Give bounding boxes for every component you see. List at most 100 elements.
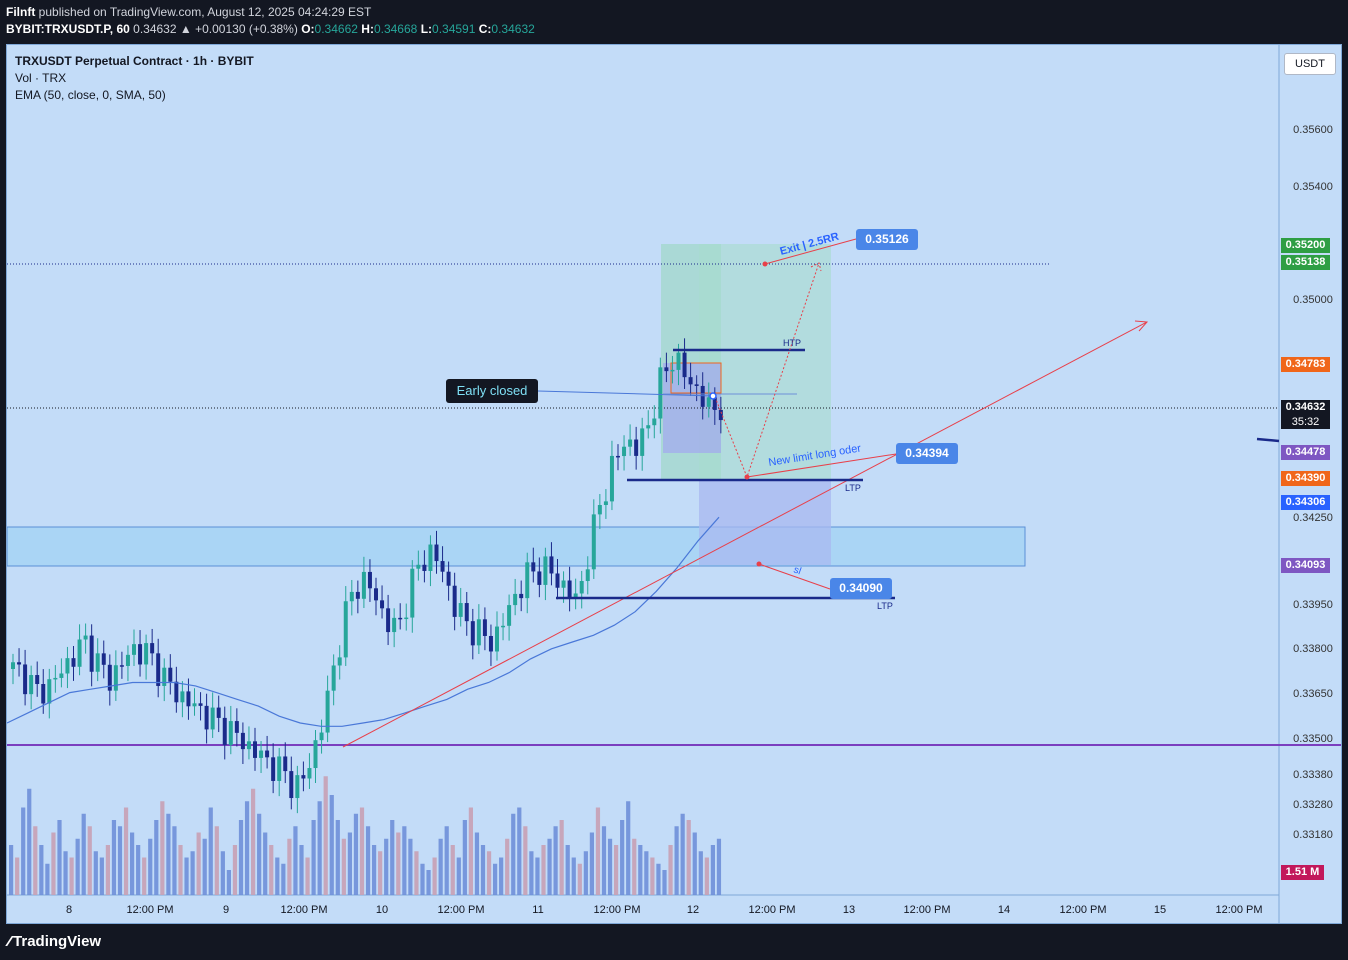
volume-bar: [589, 832, 594, 895]
candle-body: [628, 439, 633, 447]
tv-brand: TradingView: [13, 933, 102, 950]
candle-body: [119, 665, 124, 667]
time-tick: 12:00 PM: [593, 904, 640, 916]
candle-body: [519, 593, 524, 599]
candle-body: [422, 564, 427, 571]
volume-bar: [704, 857, 709, 895]
volume-bar: [51, 832, 56, 895]
publisher-name[interactable]: Filnft: [6, 5, 36, 19]
candle-body: [289, 771, 294, 799]
volume-bar: [571, 857, 576, 895]
candle-body: [531, 562, 536, 572]
tradingview-logo[interactable]: ⁄⁄ TradingView: [8, 933, 101, 950]
chart-frame[interactable]: Exit | 2.5RR New limit long oder sl HTP LTP L…: [6, 44, 1342, 924]
volume-bar: [75, 838, 80, 895]
sl-pointer: [758, 563, 831, 590]
candle-body: [464, 603, 469, 622]
candle-body: [349, 591, 354, 602]
candle-body: [646, 425, 651, 429]
sl-price-callout[interactable]: 0.34090: [830, 578, 892, 599]
candle-body: [283, 756, 288, 772]
candle-body: [192, 703, 197, 707]
volume-bar: [81, 813, 86, 895]
limit-price-callout[interactable]: 0.34394: [896, 443, 958, 464]
candle-body: [367, 571, 372, 589]
candle-body: [222, 717, 227, 745]
time-tick: 12:00 PM: [748, 904, 795, 916]
projection-path: [714, 262, 820, 479]
high-value: 0.34668: [373, 22, 418, 36]
low-value: 0.34591: [432, 22, 476, 36]
time-tick: 13: [843, 904, 855, 916]
price-tick: 0.35000: [1293, 294, 1333, 306]
legend-ema[interactable]: EMA (50, close, 0, SMA, 50): [15, 88, 166, 102]
price-tick: 0.35400: [1293, 181, 1333, 193]
volume-bar: [9, 845, 14, 895]
time-tick: 12:00 PM: [126, 904, 173, 916]
volume-bar: [305, 857, 310, 895]
candle-body: [597, 505, 602, 515]
exit-price-callout[interactable]: 0.35126: [856, 229, 918, 250]
volume-bar: [263, 832, 268, 895]
early-closed-label[interactable]: Early closed: [446, 379, 538, 403]
tv-logo-icon: ⁄⁄: [8, 933, 11, 950]
volume-bar: [499, 857, 504, 895]
time-tick: 12:00 PM: [903, 904, 950, 916]
exit-dot: [762, 261, 768, 267]
candle-body: [549, 556, 554, 574]
candle-body: [156, 653, 161, 686]
high-label: H:: [361, 22, 374, 36]
candle-body: [355, 591, 360, 599]
volume-bar: [347, 832, 352, 895]
time-tick: 12:00 PM: [1059, 904, 1106, 916]
volume-bar: [626, 801, 631, 895]
volume-bar: [614, 845, 619, 895]
volume-bar: [432, 857, 437, 895]
candle-body: [658, 367, 663, 419]
candle-body: [573, 593, 578, 599]
ema-line: [7, 516, 720, 727]
volume-bar: [311, 820, 316, 895]
candle-body: [634, 439, 639, 456]
volume-bar: [716, 838, 722, 895]
volume-bar: [251, 788, 256, 895]
candle-body: [688, 377, 693, 385]
candle-body: [138, 644, 143, 665]
candle-body: [313, 740, 318, 769]
volume-bar: [692, 832, 697, 895]
volume-bar: [226, 870, 231, 895]
candle-body: [83, 635, 88, 640]
time-tick: 11: [532, 904, 543, 916]
price-change: ▲ +0.00130 (+0.38%): [179, 22, 298, 36]
exit-pointer: [764, 238, 857, 265]
candle-body: [180, 691, 185, 703]
limit-dot: [744, 474, 750, 480]
candle-body: [410, 568, 415, 618]
volume-bar: [172, 826, 177, 895]
candle-body: [277, 756, 282, 781]
volume-bar: [680, 813, 685, 895]
candle-body: [174, 681, 179, 703]
candle-body: [186, 691, 191, 707]
bar-countdown: 35:32: [1281, 415, 1330, 429]
volume-bar: [668, 845, 673, 895]
candle-body: [591, 514, 596, 570]
volume-bar: [111, 820, 117, 895]
candle-body: [216, 707, 221, 718]
price-tick: 0.33180: [1293, 829, 1333, 841]
volume-bar: [438, 838, 443, 895]
volume-bar: [638, 845, 643, 895]
volume-bar: [63, 851, 68, 895]
candle-body: [29, 675, 34, 695]
candle-body: [567, 580, 572, 599]
currency-selector[interactable]: USDT: [1284, 53, 1336, 75]
candle-body: [452, 585, 457, 617]
legend-volume[interactable]: Vol · TRX: [15, 71, 67, 85]
time-tick: 12: [687, 904, 699, 916]
legend-title[interactable]: TRXUSDT Perpetual Contract · 1h · BYBIT: [15, 54, 254, 68]
candle-body: [579, 581, 584, 594]
candle-body: [374, 588, 378, 601]
candle-body: [11, 662, 15, 670]
volume-bar: [595, 807, 601, 895]
